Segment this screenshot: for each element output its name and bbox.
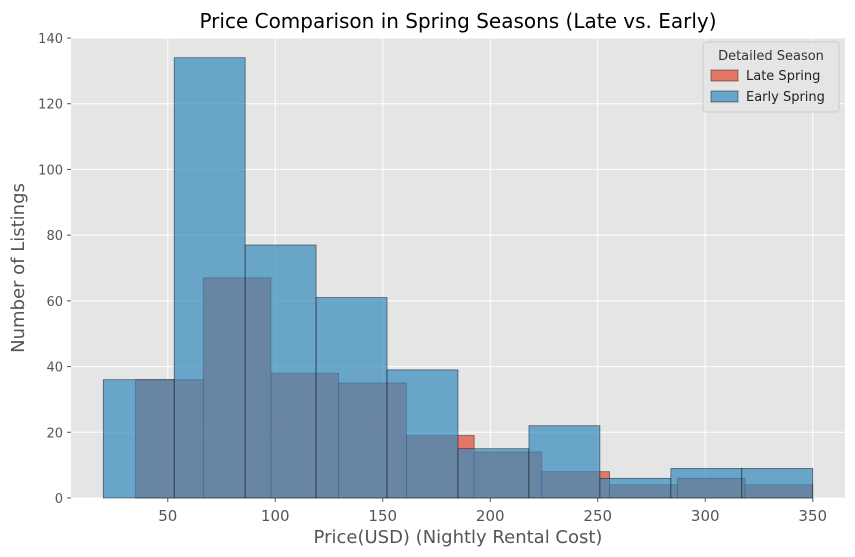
y-tick-label: 20 [46, 426, 63, 441]
y-tick-label: 100 [38, 163, 63, 178]
x-tick-label: 200 [476, 507, 505, 525]
legend-swatch [710, 90, 739, 103]
early-spring-bar [244, 244, 317, 499]
early-spring-bar [528, 425, 601, 499]
early-spring-bar [386, 369, 459, 499]
y-tick-label: 140 [38, 32, 63, 47]
x-tick-label: 350 [798, 507, 827, 525]
chart-title: Price Comparison in Spring Seasons (Late… [199, 9, 716, 33]
early-spring-bar [599, 477, 672, 499]
x-tick-label: 250 [583, 507, 612, 525]
y-axis-title: Number of Listings [8, 183, 29, 353]
early-spring-bar [173, 57, 246, 499]
early-spring-bar [457, 448, 530, 499]
x-tick-label: 150 [368, 507, 397, 525]
y-tick-label: 40 [46, 361, 63, 376]
y-tick-label: 0 [55, 492, 63, 507]
x-axis-ticks: 50 100 150 200 250 300 350 [158, 498, 827, 525]
x-tick-label: 300 [691, 507, 720, 525]
early-spring-bar [102, 379, 175, 499]
y-tick-label: 120 [38, 98, 63, 113]
early-spring-bar [315, 297, 388, 499]
x-tick-label: 100 [261, 507, 290, 525]
legend-title: Detailed Season [718, 49, 824, 64]
legend: Detailed Season Late Spring Early Spring [702, 41, 840, 113]
y-tick-label: 80 [46, 229, 63, 244]
x-tick-label: 50 [158, 507, 177, 525]
legend-swatch [710, 69, 739, 82]
y-tick-label: 60 [46, 295, 63, 310]
legend-label: Early Spring [746, 90, 825, 105]
bars [102, 57, 814, 499]
x-axis-title: Price(USD) (Nightly Rental Cost) [314, 527, 603, 548]
legend-label: Late Spring [746, 69, 820, 84]
early-spring-bar [670, 468, 743, 499]
y-axis-ticks: 0 20 40 60 80 100 120 140 [38, 32, 71, 507]
early-spring-bar [741, 468, 814, 499]
